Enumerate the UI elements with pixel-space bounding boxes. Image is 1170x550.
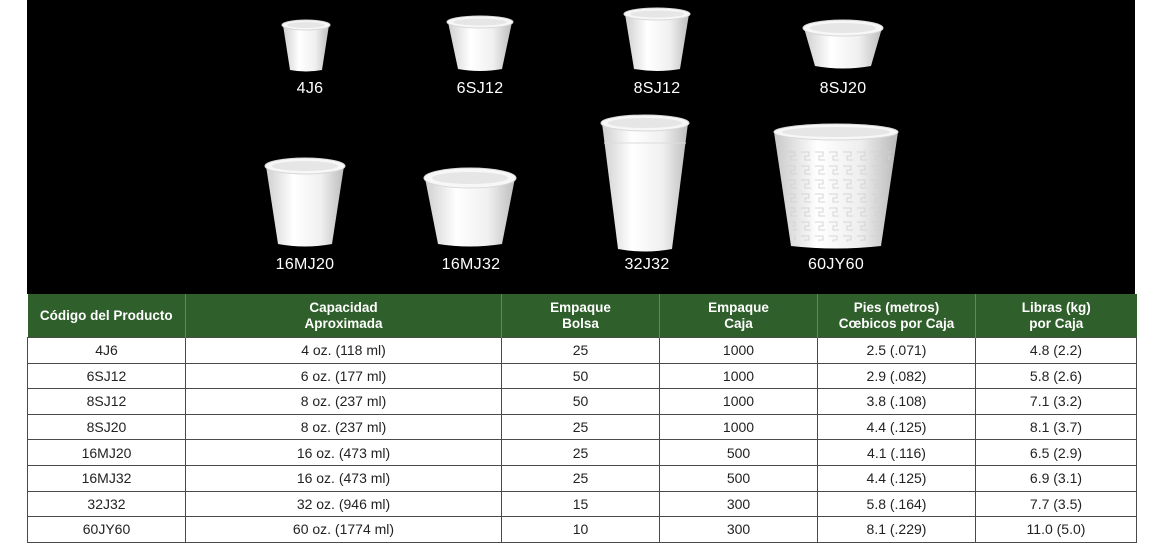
cell-weight: 5.8 (2.6) bbox=[975, 362, 1137, 390]
cell-bag-pack: 15 bbox=[501, 490, 660, 518]
cell-weight: 6.9 (3.1) bbox=[975, 464, 1137, 492]
cell-product-code: 4J6 bbox=[27, 337, 186, 364]
cell-cubic-feet: 2.9 (.082) bbox=[817, 362, 976, 390]
cell-bag-pack: 50 bbox=[501, 388, 660, 415]
cell-capacity: 4 oz. (118 ml) bbox=[185, 337, 502, 364]
cell-weight: 8.1 (3.7) bbox=[975, 413, 1137, 441]
cell-capacity: 8 oz. (237 ml) bbox=[185, 413, 502, 441]
table-row: 32J32 32 oz. (946 ml) 15 300 5.8 (.164) … bbox=[27, 490, 1137, 518]
table-row: 6SJ12 6 oz. (177 ml) 50 1000 2.9 (.082) … bbox=[27, 362, 1137, 390]
cup-16MJ20 bbox=[263, 156, 347, 248]
cup-label: 6SJ12 bbox=[456, 80, 504, 97]
cell-product-code: 60JY60 bbox=[27, 516, 186, 543]
cell-capacity: 6 oz. (177 ml) bbox=[185, 362, 502, 390]
cell-bag-pack: 25 bbox=[501, 439, 660, 466]
cell-weight: 7.1 (3.2) bbox=[975, 388, 1137, 415]
cell-bag-pack: 25 bbox=[501, 413, 660, 441]
cell-case-pack: 500 bbox=[659, 439, 818, 466]
cell-cubic-feet: 3.8 (.108) bbox=[817, 388, 976, 415]
table-row: 16MJ20 16 oz. (473 ml) 25 500 4.1 (.116)… bbox=[27, 439, 1137, 466]
header-cubic-feet: Pies (metros) Cœbicos por Caja bbox=[817, 294, 976, 338]
cell-case-pack: 1000 bbox=[659, 362, 818, 390]
cup-label: 8SJ20 bbox=[819, 80, 867, 97]
cell-cubic-feet: 5.8 (.164) bbox=[817, 490, 976, 518]
table-row: 4J6 4 oz. (118 ml) 25 1000 2.5 (.071) 4.… bbox=[27, 337, 1137, 364]
cell-bag-pack: 25 bbox=[501, 464, 660, 492]
cup-8SJ20 bbox=[801, 18, 885, 70]
cell-product-code: 16MJ32 bbox=[27, 464, 186, 492]
cell-cubic-feet: 2.5 (.071) bbox=[817, 337, 976, 364]
table-row: 8SJ12 8 oz. (237 ml) 50 1000 3.8 (.108) … bbox=[27, 388, 1137, 415]
cup-label: 16MJ32 bbox=[441, 256, 501, 273]
cup-label: 32J32 bbox=[624, 256, 670, 273]
cell-capacity: 16 oz. (473 ml) bbox=[185, 464, 502, 492]
cup-32J32 bbox=[599, 113, 691, 253]
cell-capacity: 60 oz. (1774 ml) bbox=[185, 516, 502, 543]
cell-case-pack: 1000 bbox=[659, 413, 818, 441]
cup-4J6 bbox=[280, 18, 332, 72]
product-spec-table: Código del Producto Capacidad Aproximada… bbox=[27, 294, 1137, 543]
cup-label: 4J6 bbox=[296, 80, 324, 97]
table-row: 60JY60 60 oz. (1774 ml) 10 300 8.1 (.229… bbox=[27, 516, 1137, 543]
cell-weight: 7.7 (3.5) bbox=[975, 490, 1137, 518]
embossed-foam-container-icon bbox=[773, 123, 899, 249]
cell-product-code: 16MJ20 bbox=[27, 439, 186, 466]
table-row: 8SJ20 8 oz. (237 ml) 25 1000 4.4 (.125) … bbox=[27, 413, 1137, 441]
cup-16MJ32 bbox=[422, 166, 518, 248]
table-row: 16MJ32 16 oz. (473 ml) 25 500 4.4 (.125)… bbox=[27, 464, 1137, 492]
table-header-row: Código del Producto Capacidad Aproximada… bbox=[27, 294, 1137, 338]
cell-product-code: 8SJ12 bbox=[27, 388, 186, 415]
header-product-code: Código del Producto bbox=[27, 294, 186, 338]
cell-capacity: 8 oz. (237 ml) bbox=[185, 388, 502, 415]
foam-cup-icon bbox=[281, 19, 331, 72]
tall-foam-cup-icon bbox=[600, 114, 690, 252]
cell-capacity: 16 oz. (473 ml) bbox=[185, 439, 502, 466]
cell-case-pack: 300 bbox=[659, 490, 818, 518]
cup-8SJ12 bbox=[622, 6, 692, 72]
header-weight: Libras (kg) por Caja bbox=[975, 294, 1137, 338]
cup-6SJ12 bbox=[445, 14, 515, 72]
foam-bowl-icon bbox=[423, 167, 517, 247]
cell-case-pack: 500 bbox=[659, 464, 818, 492]
cell-cubic-feet: 4.4 (.125) bbox=[817, 413, 976, 441]
cell-product-code: 32J32 bbox=[27, 490, 186, 518]
cell-weight: 4.8 (2.2) bbox=[975, 337, 1137, 364]
cell-bag-pack: 50 bbox=[501, 362, 660, 390]
cell-cubic-feet: 4.1 (.116) bbox=[817, 439, 976, 466]
cell-product-code: 6SJ12 bbox=[27, 362, 186, 390]
cell-case-pack: 1000 bbox=[659, 337, 818, 364]
cell-bag-pack: 10 bbox=[501, 516, 660, 543]
cell-product-code: 8SJ20 bbox=[27, 413, 186, 441]
cup-60JY60 bbox=[771, 122, 901, 250]
cup-label: 16MJ20 bbox=[275, 256, 335, 273]
foam-bowl-icon bbox=[802, 19, 884, 69]
cell-cubic-feet: 4.4 (.125) bbox=[817, 464, 976, 492]
cell-cubic-feet: 8.1 (.229) bbox=[817, 516, 976, 543]
header-case-pack: Empaque Caja bbox=[659, 294, 818, 338]
cell-capacity: 32 oz. (946 ml) bbox=[185, 490, 502, 518]
cell-weight: 6.5 (2.9) bbox=[975, 439, 1137, 466]
foam-cup-icon bbox=[264, 157, 346, 247]
cell-case-pack: 300 bbox=[659, 516, 818, 543]
header-bag-pack: Empaque Bolsa bbox=[501, 294, 660, 338]
foam-cup-icon bbox=[446, 15, 514, 71]
cell-case-pack: 1000 bbox=[659, 388, 818, 415]
header-capacity: Capacidad Aproximada bbox=[185, 294, 502, 338]
product-gallery: 4J6 6SJ12 bbox=[27, 0, 1135, 294]
cup-label: 8SJ12 bbox=[633, 80, 681, 97]
foam-cup-icon bbox=[623, 7, 691, 71]
cell-bag-pack: 25 bbox=[501, 337, 660, 364]
cell-weight: 11.0 (5.0) bbox=[975, 516, 1137, 543]
cup-label: 60JY60 bbox=[807, 256, 865, 273]
